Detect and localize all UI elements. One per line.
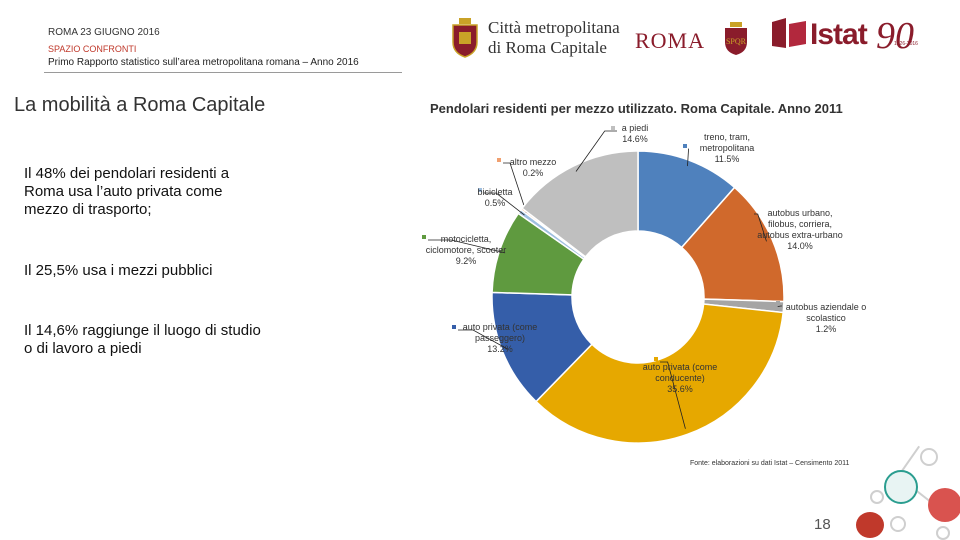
decor-circle xyxy=(920,448,938,466)
citta-logo-line2: di Roma Capitale xyxy=(488,38,607,57)
istat-wordmark: Istat xyxy=(810,18,868,51)
decor-circle xyxy=(870,490,884,504)
istat-mark-icon xyxy=(772,18,806,48)
slice-label: motocicletta, ciclomotore, scooter 9.2% xyxy=(426,234,507,266)
slice-legend-key xyxy=(683,144,687,148)
svg-text:SPQR: SPQR xyxy=(726,37,747,46)
slice-label: auto privata (come passeggero) 13.2% xyxy=(463,322,538,354)
slice-legend-key xyxy=(654,357,658,361)
donut-slice xyxy=(535,303,784,444)
leader-line xyxy=(777,305,782,308)
bullet-auto-privata: Il 48% dei pendolari residenti a Roma us… xyxy=(24,165,230,218)
leader-line xyxy=(484,192,525,216)
crest-icon xyxy=(452,18,478,58)
leader-line xyxy=(503,162,527,213)
section-label: SPAZIO CONFRONTI xyxy=(48,44,137,54)
leader-line xyxy=(428,239,506,254)
donut-slice xyxy=(521,150,639,258)
slice-legend-key xyxy=(776,301,780,305)
slice-label: autobus urbano, filobus, corriera, autobus… xyxy=(757,208,843,251)
leader-line xyxy=(660,361,686,429)
slice-label: altro mezzo 0.2% xyxy=(510,157,557,178)
istat-years: 1926-2016 xyxy=(894,41,918,47)
slice-legend-key xyxy=(611,126,615,130)
header-divider xyxy=(44,72,402,73)
page-number: 18 xyxy=(814,516,831,533)
people-icon xyxy=(928,488,960,522)
roma-emblem-icon: SPQR xyxy=(725,22,747,55)
istat-anniversary: 90 xyxy=(876,15,914,57)
slice-label: bicicletta 0.5% xyxy=(477,187,512,208)
bullet-a-piedi: Il 14,6% raggiunge il luogo di studio o … xyxy=(24,322,261,357)
report-subtitle: Primo Rapporto statistico sull’area metr… xyxy=(48,57,359,68)
leader-line xyxy=(575,130,617,172)
slice-label: autobus aziendale o scolastico 1.2% xyxy=(786,302,867,334)
chart-title: Pendolari residenti per mezzo utilizzato… xyxy=(430,101,843,116)
leader-line xyxy=(458,329,509,350)
citta-metropolitana-logo: Città metropolitana di Roma Capitale xyxy=(450,16,620,64)
slice-label: a piedi 14.6% xyxy=(622,123,649,144)
event-label: ROMA 23 GIUGNO 2016 xyxy=(48,27,160,38)
slice-legend-key xyxy=(478,188,482,192)
environment-icon xyxy=(884,470,918,504)
decor-circle xyxy=(890,516,906,532)
slice-legend-key xyxy=(452,325,456,329)
slice-legend-key xyxy=(748,209,752,213)
bullet-mezzi-pubblici: Il 25,5% usa i mezzi pubblici xyxy=(24,262,213,279)
slice-label: auto privata (come conducente) 35.6% xyxy=(643,362,718,394)
slice-label: treno, tram, metropolitana 11.5% xyxy=(700,132,755,164)
source-note: Fonte: elaborazioni su dati Istat – Cens… xyxy=(690,460,850,467)
citta-logo-line1: Città metropolitana xyxy=(488,18,620,37)
decor-circle xyxy=(936,526,950,540)
istat-logo: Istat 90 1926-2016 xyxy=(772,14,922,66)
slice-legend-key xyxy=(422,235,426,239)
archive-icon xyxy=(856,512,884,538)
slice-legend-key xyxy=(497,158,501,162)
page-title: La mobilità a Roma Capitale xyxy=(14,94,266,116)
roma-logo-text: ROMA xyxy=(635,28,706,53)
leader-line xyxy=(687,148,689,167)
leader-line xyxy=(754,213,767,242)
